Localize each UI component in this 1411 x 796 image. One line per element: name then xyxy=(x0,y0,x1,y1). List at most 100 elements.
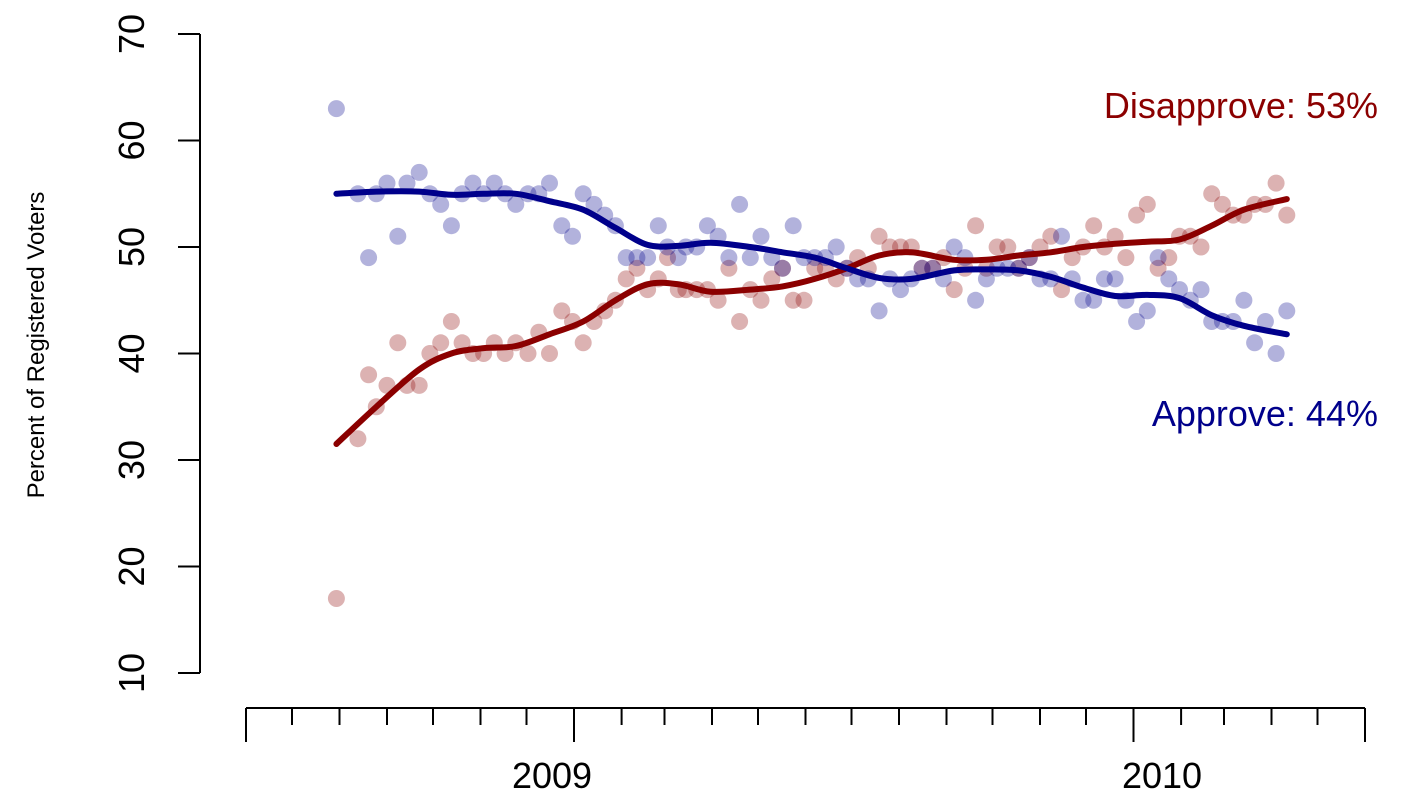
data-point xyxy=(389,334,407,352)
data-point xyxy=(1149,249,1167,267)
data-point xyxy=(453,334,471,352)
data-point xyxy=(752,227,770,245)
data-point xyxy=(541,174,558,192)
data-point xyxy=(1053,227,1070,245)
data-point xyxy=(967,291,985,309)
y-tick-label: 40 xyxy=(111,333,152,373)
data-point xyxy=(564,227,581,245)
data-point xyxy=(327,590,345,607)
data-point xyxy=(1149,259,1167,277)
data-point xyxy=(784,217,802,235)
data-point xyxy=(541,345,558,362)
data-point xyxy=(870,302,888,320)
data-point xyxy=(519,345,537,362)
y-axis: 10 20 30 40 50 60 70 xyxy=(111,14,201,693)
data-point xyxy=(720,259,738,277)
data-point xyxy=(945,281,963,299)
data-point xyxy=(1267,345,1285,362)
data-point xyxy=(553,217,571,235)
data-point xyxy=(698,217,716,235)
data-point xyxy=(485,174,503,192)
data-point xyxy=(410,376,428,394)
data-point xyxy=(410,163,428,181)
data-point xyxy=(1095,270,1113,288)
data-point xyxy=(870,227,888,245)
data-point xyxy=(1128,206,1146,224)
series-labels: Disapprove: 53% Approve: 44% xyxy=(1104,85,1378,434)
data-point xyxy=(327,100,345,118)
data-point xyxy=(1138,195,1156,213)
data-point xyxy=(553,302,571,320)
data-point xyxy=(1160,249,1178,267)
data-point xyxy=(628,259,646,277)
data-point xyxy=(945,238,963,256)
data-point xyxy=(389,227,407,245)
approve-label: Approve: 44% xyxy=(1152,393,1378,434)
data-point xyxy=(649,217,667,235)
data-point xyxy=(669,249,687,267)
data-point xyxy=(574,185,592,203)
data-point xyxy=(507,195,525,213)
x-tick-label: 2009 xyxy=(512,755,592,796)
data-point xyxy=(432,195,450,213)
data-point xyxy=(1267,174,1285,192)
data-point xyxy=(349,430,367,448)
data-point xyxy=(1063,249,1081,267)
trend-lines xyxy=(333,188,1290,447)
data-point xyxy=(398,174,416,192)
data-point xyxy=(752,291,770,309)
data-point xyxy=(585,195,603,213)
data-point xyxy=(784,291,802,309)
approve-trend-line xyxy=(333,188,1290,338)
y-tick-label: 30 xyxy=(111,440,152,480)
approve-points xyxy=(327,100,1296,362)
data-point xyxy=(1203,185,1221,203)
data-point xyxy=(1192,238,1210,256)
x-axis: 2009 2010 xyxy=(245,707,1366,796)
data-point xyxy=(1085,291,1103,309)
data-point xyxy=(1085,217,1103,235)
data-point xyxy=(1042,227,1060,245)
y-tick-label: 20 xyxy=(111,546,152,586)
data-point xyxy=(1278,206,1296,224)
data-point xyxy=(795,291,813,309)
data-point xyxy=(999,238,1017,256)
y-tick-label: 60 xyxy=(111,120,152,160)
data-point xyxy=(442,313,460,330)
disapprove-label: Disapprove: 53% xyxy=(1104,85,1378,126)
data-point xyxy=(967,217,985,235)
data-point xyxy=(1138,302,1156,320)
y-tick-label: 50 xyxy=(111,227,152,267)
data-point xyxy=(1278,302,1296,320)
data-point xyxy=(988,238,1006,256)
data-point xyxy=(1160,270,1178,288)
y-tick-label: 70 xyxy=(111,14,152,54)
data-point xyxy=(763,270,781,288)
data-point xyxy=(892,281,909,299)
data-point xyxy=(464,174,482,192)
data-point xyxy=(617,249,635,267)
data-point xyxy=(913,259,931,277)
data-point xyxy=(659,249,676,267)
data-point xyxy=(639,249,657,267)
data-point xyxy=(731,313,749,330)
data-point xyxy=(913,259,931,277)
data-point xyxy=(360,249,378,267)
y-tick-label: 10 xyxy=(111,653,152,693)
data-point xyxy=(1213,195,1231,213)
data-point xyxy=(1246,334,1264,352)
data-point xyxy=(1053,281,1070,299)
disapprove-trend-line xyxy=(333,196,1290,447)
data-point xyxy=(1235,291,1253,309)
data-point xyxy=(731,195,749,213)
data-point xyxy=(617,270,635,288)
data-point xyxy=(1106,270,1124,288)
y-axis-label: Percent of Registered Voters xyxy=(23,192,50,499)
data-point xyxy=(774,259,791,277)
data-point xyxy=(1171,281,1188,299)
data-point xyxy=(442,217,460,235)
data-point xyxy=(378,174,396,192)
data-point xyxy=(709,291,727,309)
data-point xyxy=(720,249,738,267)
